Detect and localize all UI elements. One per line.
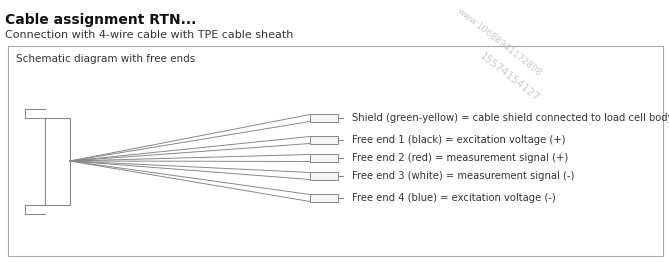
Text: Free end 3 (white) = measurement signal (-): Free end 3 (white) = measurement signal …	[352, 171, 575, 181]
Text: Free end 2 (red) = measurement signal (+): Free end 2 (red) = measurement signal (+…	[352, 153, 568, 163]
Bar	[8, 46, 663, 256]
Bar	[310, 136, 338, 144]
Text: Free end 1 (black) = excitation voltage (+): Free end 1 (black) = excitation voltage …	[352, 135, 565, 145]
Text: Schematic diagram with free ends: Schematic diagram with free ends	[16, 54, 195, 64]
Text: www.10688941172808: www.10688941172808	[455, 7, 543, 78]
Text: Connection with 4-wire cable with TPE cable sheath: Connection with 4-wire cable with TPE ca…	[5, 30, 294, 40]
Bar	[310, 114, 338, 122]
Bar	[310, 194, 338, 202]
Text: Cable assignment RTN...: Cable assignment RTN...	[5, 13, 197, 27]
Bar	[45, 118, 70, 205]
Text: 15574154127: 15574154127	[478, 50, 542, 103]
Bar	[310, 154, 338, 162]
Text: Free end 4 (blue) = excitation voltage (-): Free end 4 (blue) = excitation voltage (…	[352, 193, 556, 203]
Bar	[310, 172, 338, 180]
Text: Shield (green-yellow) = cable shield connected to load cell body: Shield (green-yellow) = cable shield con…	[352, 113, 669, 123]
